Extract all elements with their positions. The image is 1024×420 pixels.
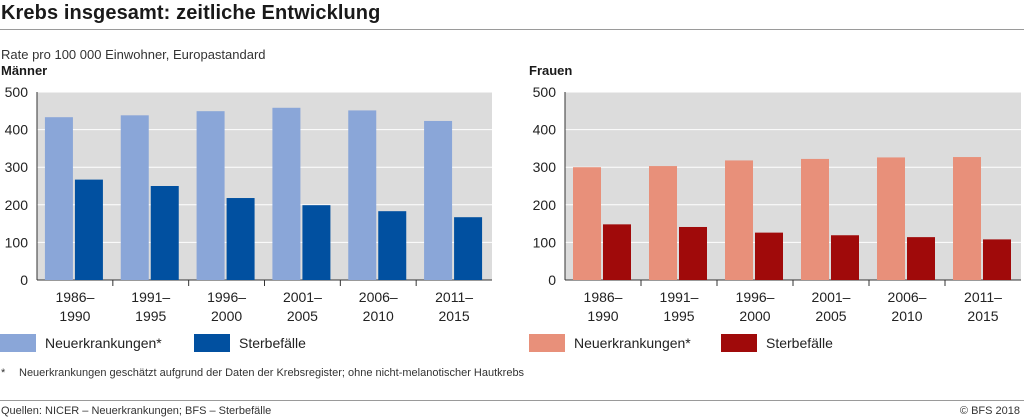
women-x-tick-label: 1990 bbox=[587, 308, 618, 324]
men-x-tick-label: 2001– bbox=[283, 289, 322, 305]
women-y-tick-label: 0 bbox=[548, 272, 556, 288]
legend-item-men-incidence: Neuerkrankungen* bbox=[0, 334, 162, 352]
women-x-tick-label: 1986– bbox=[584, 289, 623, 305]
men-x-tick-label: 2000 bbox=[211, 308, 242, 324]
men-bar-deaths bbox=[226, 198, 255, 280]
men-bar-deaths bbox=[378, 211, 407, 280]
legend-swatch-women-deaths bbox=[721, 334, 757, 352]
men-x-tick-label: 1996– bbox=[207, 289, 246, 305]
legend-swatch-women-incidence bbox=[529, 334, 565, 352]
women-bar-incidence bbox=[725, 160, 753, 280]
footnote-text: Neuerkrankungen geschätzt aufgrund der D… bbox=[19, 367, 525, 379]
men-x-tick-label: 2011– bbox=[435, 289, 473, 305]
men-x-tick-label: 2006– bbox=[359, 289, 398, 305]
men-y-tick-label: 200 bbox=[5, 197, 29, 213]
men-x-tick-label: 2005 bbox=[287, 308, 318, 324]
women-x-tick-label: 2005 bbox=[815, 308, 846, 324]
legend-label-women-deaths: Sterbefälle bbox=[766, 335, 833, 351]
men-x-tick-label: 1991– bbox=[131, 289, 170, 305]
legend-swatch-men-deaths bbox=[194, 334, 230, 352]
women-x-tick-label: 2001– bbox=[812, 289, 851, 305]
legend-item-women-deaths: Sterbefälle bbox=[721, 334, 833, 352]
title-divider bbox=[0, 29, 1024, 30]
women-x-tick-label: 2015 bbox=[967, 308, 998, 324]
men-bar-deaths bbox=[302, 205, 331, 280]
legend-label-men-deaths: Sterbefälle bbox=[239, 335, 306, 351]
footnote-marker: * bbox=[1, 367, 6, 379]
legend-swatch-men-incidence bbox=[0, 334, 36, 352]
women-plot-background bbox=[565, 92, 1021, 280]
chart-title: Krebs insgesamt: zeitliche Entwicklung bbox=[1, 2, 381, 24]
women-y-tick-label: 400 bbox=[533, 122, 557, 138]
men-plot-background bbox=[37, 92, 492, 280]
women-x-tick-label: 1991– bbox=[660, 289, 699, 305]
men-bar-deaths bbox=[150, 186, 179, 280]
women-bar-incidence bbox=[801, 158, 829, 280]
men-y-tick-label: 400 bbox=[5, 122, 29, 138]
men-x-tick-label: 1986– bbox=[55, 289, 94, 305]
men-bar-incidence bbox=[272, 107, 301, 281]
women-y-tick-label: 300 bbox=[533, 159, 557, 175]
women-x-tick-label: 1996– bbox=[736, 289, 775, 305]
women-bar-deaths bbox=[755, 232, 783, 280]
men-x-tick-label: 2015 bbox=[439, 308, 470, 324]
chart-subtitle: Rate pro 100 000 Einwohner, Europastanda… bbox=[1, 47, 266, 62]
men-bar-incidence bbox=[424, 120, 453, 281]
legend-label-men-incidence: Neuerkrankungen* bbox=[45, 335, 162, 351]
women-bar-incidence bbox=[953, 157, 981, 280]
men-x-tick-label: 1995 bbox=[135, 308, 166, 324]
legend-label-women-incidence: Neuerkrankungen* bbox=[574, 335, 691, 351]
men-x-tick-label: 1990 bbox=[59, 308, 90, 324]
women-bar-incidence bbox=[877, 157, 905, 280]
panel-title-men: Männer bbox=[1, 63, 48, 78]
copyright: © BFS 2018 bbox=[959, 405, 1020, 417]
women-bar-incidence bbox=[573, 167, 601, 280]
men-bar-deaths bbox=[454, 217, 483, 280]
women-bar-deaths bbox=[983, 239, 1011, 280]
men-bar-incidence bbox=[44, 117, 73, 280]
women-y-tick-label: 100 bbox=[533, 234, 557, 250]
source-divider bbox=[0, 400, 1024, 401]
source-note: Quellen: NICER – Neuerkrankungen; BFS – … bbox=[1, 405, 272, 417]
women-bar-deaths bbox=[679, 226, 707, 280]
women-x-tick-label: 2000 bbox=[739, 308, 770, 324]
women-bar-deaths bbox=[603, 224, 631, 280]
women-bar-deaths bbox=[831, 235, 859, 280]
women-bar-deaths bbox=[907, 237, 935, 280]
footnote: * Neuerkrankungen geschätzt aufgrund der … bbox=[1, 367, 524, 379]
women-y-tick-label: 200 bbox=[533, 197, 557, 213]
men-bar-deaths bbox=[74, 179, 103, 280]
men-y-tick-label: 500 bbox=[5, 84, 29, 100]
women-bar-incidence bbox=[649, 166, 677, 280]
men-bar-incidence bbox=[348, 110, 377, 280]
women-x-tick-label: 2010 bbox=[891, 308, 922, 324]
legend-item-men-deaths: Sterbefälle bbox=[194, 334, 306, 352]
panel-title-women: Frauen bbox=[529, 63, 573, 78]
women-x-tick-label: 2006– bbox=[888, 289, 927, 305]
men-y-tick-label: 0 bbox=[20, 272, 28, 288]
women-x-tick-label: 2011– bbox=[964, 289, 1002, 305]
men-x-tick-label: 2010 bbox=[363, 308, 394, 324]
men-bar-incidence bbox=[120, 115, 149, 280]
legend-item-women-incidence: Neuerkrankungen* bbox=[529, 334, 691, 352]
men-y-tick-label: 100 bbox=[5, 234, 29, 250]
women-x-tick-label: 1995 bbox=[663, 308, 694, 324]
men-bar-incidence bbox=[196, 111, 225, 281]
women-y-tick-label: 500 bbox=[533, 84, 557, 100]
men-y-tick-label: 300 bbox=[5, 159, 29, 175]
